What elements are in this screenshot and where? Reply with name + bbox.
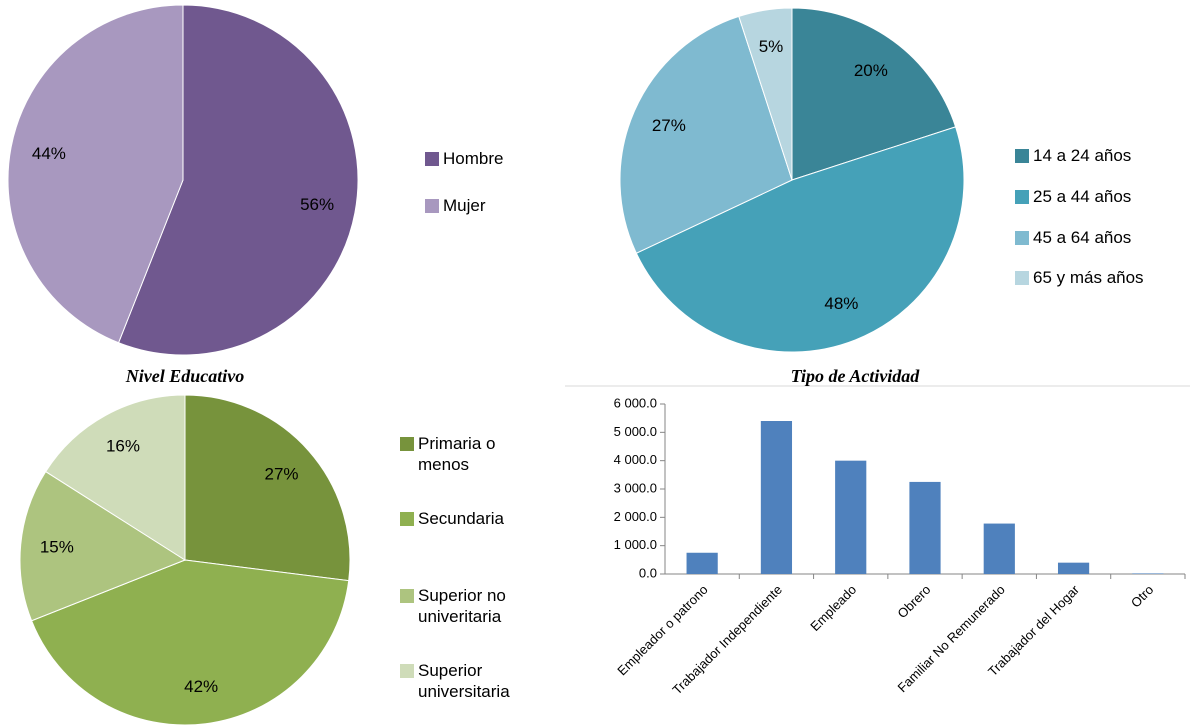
pie-slice <box>791 7 957 181</box>
legend-label: Superior no univeritaria <box>418 586 506 626</box>
legend-label: Mujer <box>443 196 486 215</box>
y-tick-label: 1 000.0 <box>614 537 657 552</box>
x-tick-label: Empleado <box>807 582 859 634</box>
legend-item: Superior universitaria <box>400 660 550 702</box>
chart-title: Nivel Educativo <box>125 366 244 386</box>
legend-swatch <box>1015 271 1029 285</box>
y-tick-label: 3 000.0 <box>614 480 657 495</box>
pie-slice <box>7 4 184 344</box>
pie-slice <box>184 394 351 582</box>
legend-swatch <box>425 152 439 166</box>
legend-label: Hombre <box>443 149 504 168</box>
y-tick-label: 6 000.0 <box>614 395 657 410</box>
legend-label: 45 a 64 años <box>1033 228 1132 247</box>
data-label: 5% <box>759 37 784 56</box>
legend-item: Hombre <box>425 148 565 169</box>
legend-item: 65 y más años <box>1015 267 1185 288</box>
data-label: 27% <box>265 464 299 483</box>
bar <box>835 460 867 574</box>
legend-swatch <box>1015 190 1029 204</box>
pie-slice <box>117 4 359 356</box>
data-label: 16% <box>106 437 140 456</box>
legend-swatch <box>400 664 414 678</box>
legend-swatch <box>1015 231 1029 245</box>
legend-swatch <box>400 589 414 603</box>
data-label: 56% <box>300 195 334 214</box>
x-tick-label: Otro <box>1128 582 1156 610</box>
legend-label: Primaria o menos <box>418 434 496 474</box>
y-tick-label: 2 000.0 <box>614 509 657 524</box>
legend-label: 65 y más años <box>1033 268 1144 287</box>
pie-slice <box>44 394 186 561</box>
pie-slice <box>635 126 965 353</box>
legend-item: 25 a 44 años <box>1015 186 1185 207</box>
legend-item: Secundaria <box>400 508 550 529</box>
bar <box>983 523 1015 574</box>
pie-slice <box>19 470 187 622</box>
data-label: 48% <box>824 294 858 313</box>
legend-item: Mujer <box>425 195 565 216</box>
y-tick-label: 5 000.0 <box>614 424 657 439</box>
legend-item: Superior no univeritaria <box>400 585 550 627</box>
bar <box>1057 562 1090 574</box>
data-label: 44% <box>32 144 66 163</box>
y-tick-label: 0.0 <box>639 565 657 580</box>
legend-swatch <box>425 199 439 213</box>
data-label: 27% <box>652 116 686 135</box>
bar <box>1132 573 1164 574</box>
data-label: 20% <box>854 61 888 80</box>
legend-label: 25 a 44 años <box>1033 187 1132 206</box>
pie-slice <box>619 15 793 254</box>
legend-item: 14 a 24 años <box>1015 145 1185 166</box>
bar <box>760 421 793 574</box>
x-tick-label: Obrero <box>894 582 933 621</box>
legend-swatch <box>400 512 414 526</box>
y-tick-label: 4 000.0 <box>614 452 657 467</box>
legend-item: 45 a 64 años <box>1015 227 1185 248</box>
pie-slice <box>738 7 793 181</box>
legend-swatch <box>1015 149 1029 163</box>
data-label: 42% <box>184 677 218 696</box>
bar <box>909 481 941 574</box>
legend-label: Superior universitaria <box>418 661 510 701</box>
data-label: 15% <box>40 537 74 556</box>
legend-swatch <box>400 437 414 451</box>
legend-item: Primaria o menos <box>400 433 550 475</box>
chart-title: Tipo de Actividad <box>791 366 921 386</box>
bar <box>686 552 718 574</box>
legend-label: 14 a 24 años <box>1033 146 1132 165</box>
legend-label: Secundaria <box>418 509 505 528</box>
pie-slice <box>30 559 350 726</box>
